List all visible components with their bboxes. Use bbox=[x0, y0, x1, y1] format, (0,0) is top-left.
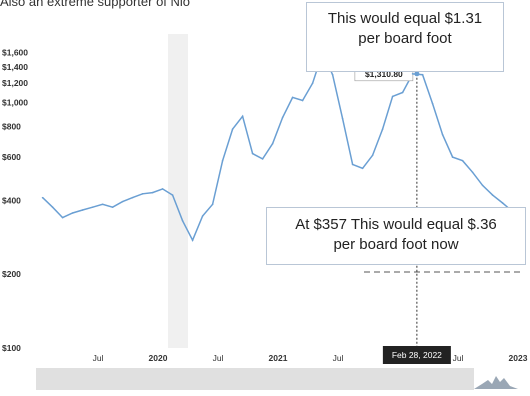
navigator-track bbox=[36, 368, 474, 390]
x-tick-label: Jul bbox=[213, 353, 224, 363]
data-point bbox=[401, 91, 404, 94]
x-tick-label: 2023 bbox=[509, 353, 528, 363]
series-points bbox=[41, 51, 514, 242]
y-tick-label: $200 bbox=[2, 269, 21, 279]
data-point bbox=[501, 202, 504, 204]
y-tick-label: $400 bbox=[2, 195, 21, 205]
annotation-bottom-line2: per board foot now bbox=[333, 236, 459, 253]
y-axis: $1,600 $1,400 $1,200 $1,000 $800 $600 $400 $200… bbox=[2, 48, 28, 353]
x-tick-label: Jul bbox=[453, 353, 464, 363]
data-point bbox=[471, 171, 474, 174]
x-tick-label: Jul bbox=[333, 353, 344, 363]
highlight-value: $1,310.80 bbox=[365, 69, 403, 79]
data-point bbox=[421, 73, 424, 76]
data-point bbox=[461, 159, 464, 162]
data-point bbox=[281, 116, 284, 119]
data-point bbox=[481, 184, 484, 187]
data-point bbox=[361, 167, 364, 170]
x-tick-label: Jul bbox=[93, 353, 104, 363]
annotation-top-line2: per board foot bbox=[358, 30, 452, 47]
recession-band bbox=[168, 34, 188, 348]
data-point bbox=[51, 206, 54, 208]
data-point bbox=[331, 73, 334, 76]
annotation-bottom-box: At $357 This would equal $.36 per board … bbox=[266, 207, 526, 265]
data-point bbox=[371, 154, 374, 157]
y-tick-label: $1,400 bbox=[2, 62, 28, 72]
y-tick-label: $1,000 bbox=[2, 98, 28, 108]
data-point bbox=[161, 188, 164, 190]
data-point bbox=[211, 203, 214, 206]
data-point bbox=[301, 99, 304, 102]
x-tick-label: 2020 bbox=[149, 353, 168, 363]
data-point bbox=[291, 96, 294, 99]
data-point bbox=[451, 156, 454, 158]
y-tick-label: $100 bbox=[2, 343, 21, 353]
data-point bbox=[391, 95, 394, 98]
data-point bbox=[101, 203, 104, 206]
data-point bbox=[141, 193, 144, 195]
data-point bbox=[181, 219, 184, 222]
navigator-preview bbox=[474, 376, 518, 389]
data-point bbox=[61, 216, 64, 219]
data-point bbox=[261, 158, 264, 160]
data-point bbox=[271, 142, 274, 145]
cropped-header-text: Also an extreme supporter of Nio bbox=[0, 0, 191, 9]
annotation-top-box: This would equal $1.31 per board foot bbox=[306, 2, 504, 72]
data-point bbox=[381, 128, 384, 130]
data-point bbox=[221, 159, 224, 162]
data-point bbox=[411, 73, 414, 75]
data-point bbox=[341, 117, 344, 120]
price-series-line bbox=[42, 50, 514, 242]
data-point bbox=[431, 102, 434, 105]
data-point bbox=[111, 206, 114, 208]
data-point bbox=[191, 239, 194, 242]
data-point bbox=[491, 194, 494, 196]
y-tick-label: $600 bbox=[2, 152, 21, 162]
y-tick-label: $1,600 bbox=[2, 48, 28, 58]
data-point bbox=[241, 115, 244, 118]
x-tick-label: 2021 bbox=[269, 353, 288, 363]
data-point bbox=[71, 212, 74, 214]
data-point bbox=[171, 194, 174, 196]
data-point bbox=[311, 82, 314, 85]
highlight-point bbox=[414, 71, 420, 77]
data-point bbox=[81, 209, 84, 211]
tooltip-date: Feb 28, 2022 bbox=[392, 350, 442, 360]
data-point bbox=[201, 215, 204, 217]
data-point bbox=[121, 200, 124, 203]
data-point bbox=[151, 191, 154, 194]
x-axis: Jul 2020 Jul 2021 Jul Jul 2023 bbox=[93, 353, 528, 363]
date-tooltip: Feb 28, 2022 bbox=[382, 346, 451, 364]
data-point bbox=[251, 152, 254, 155]
data-point bbox=[441, 133, 444, 136]
data-point bbox=[351, 163, 354, 166]
data-point bbox=[231, 128, 234, 130]
annotation-bottom-line1: At $357 This would equal $.36 bbox=[295, 216, 497, 233]
range-navigator[interactable] bbox=[36, 368, 518, 390]
tooltip-box bbox=[382, 346, 451, 364]
annotation-top-line1: This would equal $1.31 bbox=[327, 10, 483, 27]
data-point bbox=[91, 206, 94, 208]
data-point bbox=[131, 196, 134, 199]
y-tick-label: $1,200 bbox=[2, 78, 28, 88]
data-point bbox=[41, 196, 44, 199]
y-tick-label: $800 bbox=[2, 121, 21, 131]
